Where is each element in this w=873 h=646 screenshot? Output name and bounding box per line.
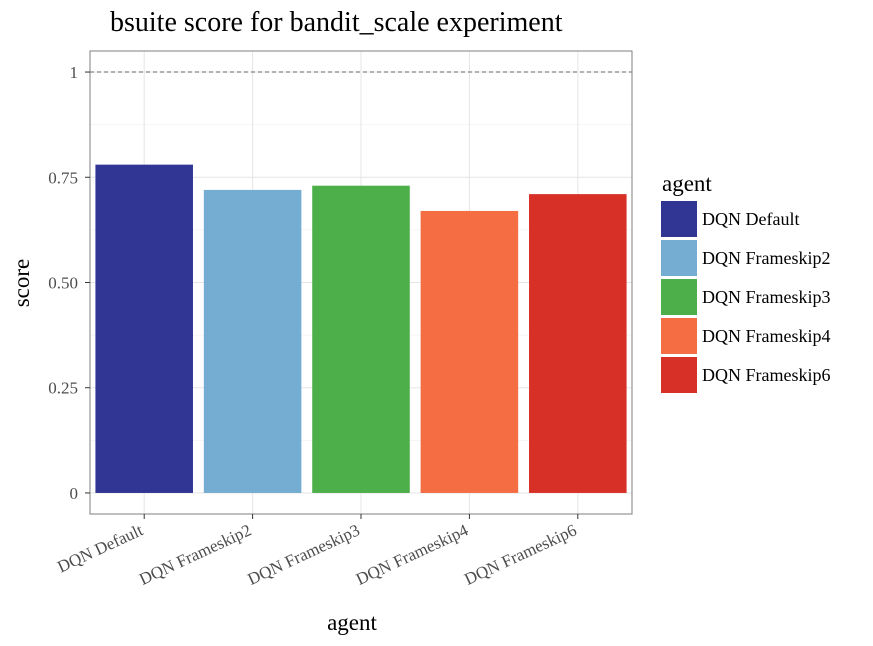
legend-swatch — [661, 318, 697, 354]
y-axis-title: score — [9, 259, 34, 308]
bars — [95, 164, 627, 493]
legend-swatch — [661, 357, 697, 393]
legend-swatch — [661, 279, 697, 315]
legend-swatch — [661, 240, 697, 276]
x-axis-title: agent — [327, 610, 377, 635]
legend-item-label: DQN Frameskip2 — [702, 248, 831, 268]
legend-item-label: DQN Frameskip4 — [702, 326, 831, 346]
y-tick-label: 0 — [70, 484, 79, 503]
bar — [529, 194, 627, 493]
x-tick-label: DQN Frameskip6 — [461, 520, 579, 589]
y-tick-label: 0.25 — [48, 379, 78, 398]
legend-item-label: DQN Frameskip3 — [702, 287, 831, 307]
x-tick-label: DQN Frameskip4 — [353, 520, 471, 589]
y-tick-label: 0.50 — [48, 274, 78, 293]
bar — [312, 185, 410, 493]
legend-swatch — [661, 201, 697, 237]
legend: agent DQN Default DQN Frameskip2 DQN Frame… — [661, 171, 831, 393]
bar — [420, 210, 519, 493]
y-tick-label: 0.75 — [48, 168, 78, 187]
legend-item-label: DQN Frameskip6 — [702, 365, 831, 385]
legend-item-label: DQN Default — [702, 209, 799, 229]
legend-title: agent — [662, 171, 712, 196]
bar — [203, 189, 302, 493]
y-axis: 0 0.25 0.50 0.75 1 — [48, 63, 90, 503]
x-tick-label: DQN Frameskip3 — [245, 520, 363, 589]
y-tick-label: 1 — [70, 63, 79, 82]
x-tick-label: DQN Frameskip2 — [136, 520, 254, 589]
x-tick-label: DQN Default — [54, 520, 146, 576]
bar — [95, 164, 193, 493]
chart-title: bsuite score for bandit_scale experiment — [110, 7, 563, 38]
